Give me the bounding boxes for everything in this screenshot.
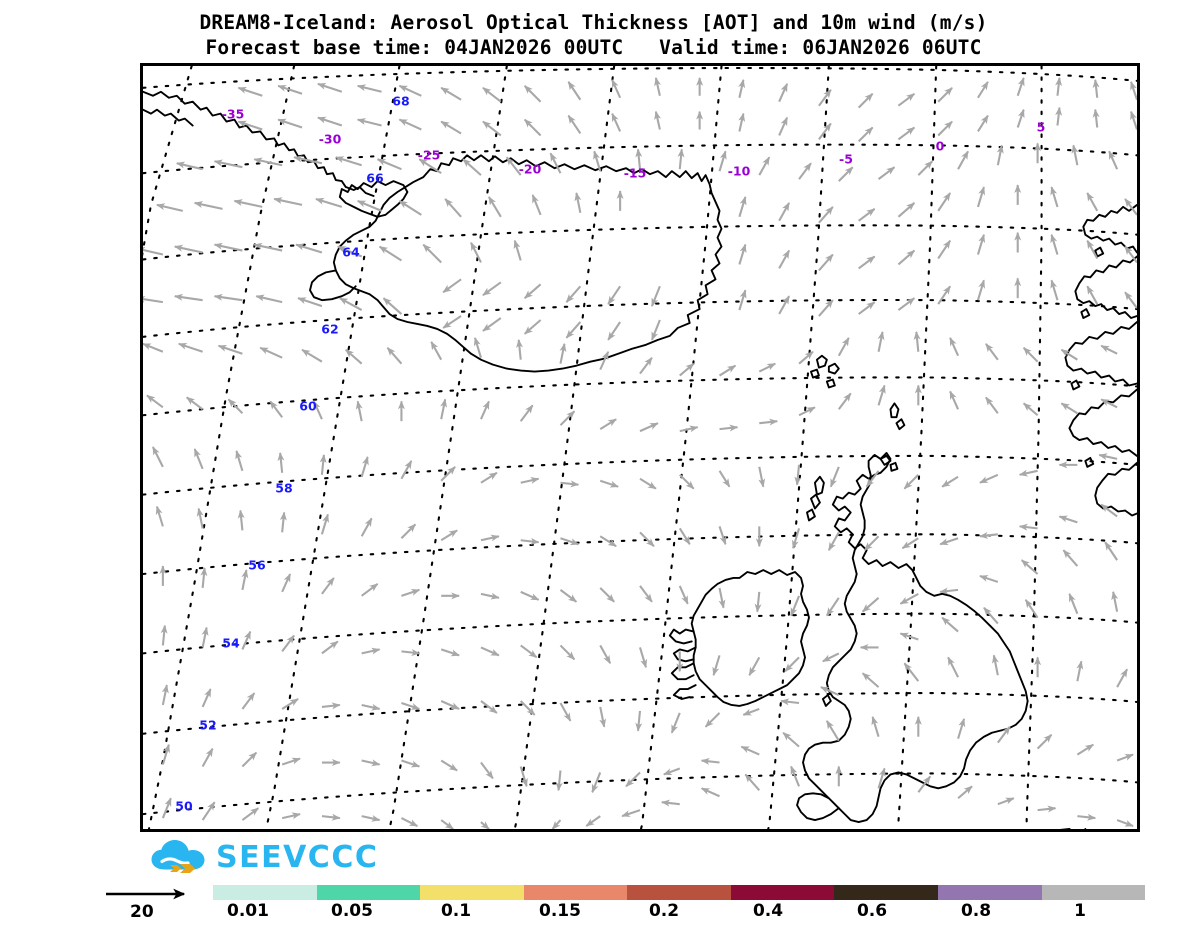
colorbar-tick-0: 0.01	[227, 901, 269, 921]
graticule-parallels	[143, 66, 1137, 816]
colorbar-segment-7	[937, 885, 1042, 900]
title-line-2: Forecast base time: 04JAN2026 00UTC Vali…	[205, 36, 982, 59]
wind-reference-scale: 20	[104, 886, 216, 926]
seevccc-logo[interactable]: SEEVCCC	[150, 836, 378, 880]
graticule-meridians	[143, 66, 1043, 829]
colorbar-tick-4: 0.2	[648, 901, 680, 921]
coastlines	[143, 90, 1137, 829]
colorbar-segment-1	[316, 885, 421, 900]
page-title: DREAM8-Iceland: Aerosol Optical Thicknes…	[0, 10, 1187, 60]
colorbar-tick-labels: 0.01 0.05 0.1 0.15 0.2 0.4 0.6 0.8 1	[213, 901, 1145, 925]
cloud-icon	[151, 840, 205, 873]
logo-wordmark: SEEVCCC	[216, 840, 379, 875]
colorbar-tick-1: 0.05	[331, 901, 373, 921]
colorbar-segment-0	[213, 885, 317, 900]
colorbar-segment-4	[627, 885, 731, 900]
colorbar-segment-5	[730, 885, 835, 900]
colorbar-tick-5: 0.4	[752, 901, 784, 921]
map-graphics	[143, 66, 1137, 829]
colorbar-segment-6	[834, 885, 938, 900]
map-canvas[interactable]: 68 66 64 62 60 58 56 54 52 50 -35 -30 -2…	[140, 63, 1140, 832]
wind-vector-field	[143, 77, 1137, 829]
colorbar-tick-3: 0.15	[539, 901, 581, 921]
colorbar-tick-2: 0.1	[440, 901, 472, 921]
colorbar-tick-7: 0.8	[960, 901, 992, 921]
title-line-1: DREAM8-Iceland: Aerosol Optical Thicknes…	[199, 11, 988, 34]
colorbar-segment-2	[420, 885, 524, 900]
colorbar-segment-8	[1041, 885, 1146, 900]
wind-scale-value: 20	[130, 902, 154, 922]
colorbar-tick-6: 0.6	[856, 901, 888, 921]
colorbar-tick-8: 1	[1074, 901, 1086, 921]
colorbar-segment-3	[523, 885, 628, 900]
reference-wind-arrow	[106, 888, 186, 900]
aot-colorbar[interactable]	[213, 885, 1146, 900]
